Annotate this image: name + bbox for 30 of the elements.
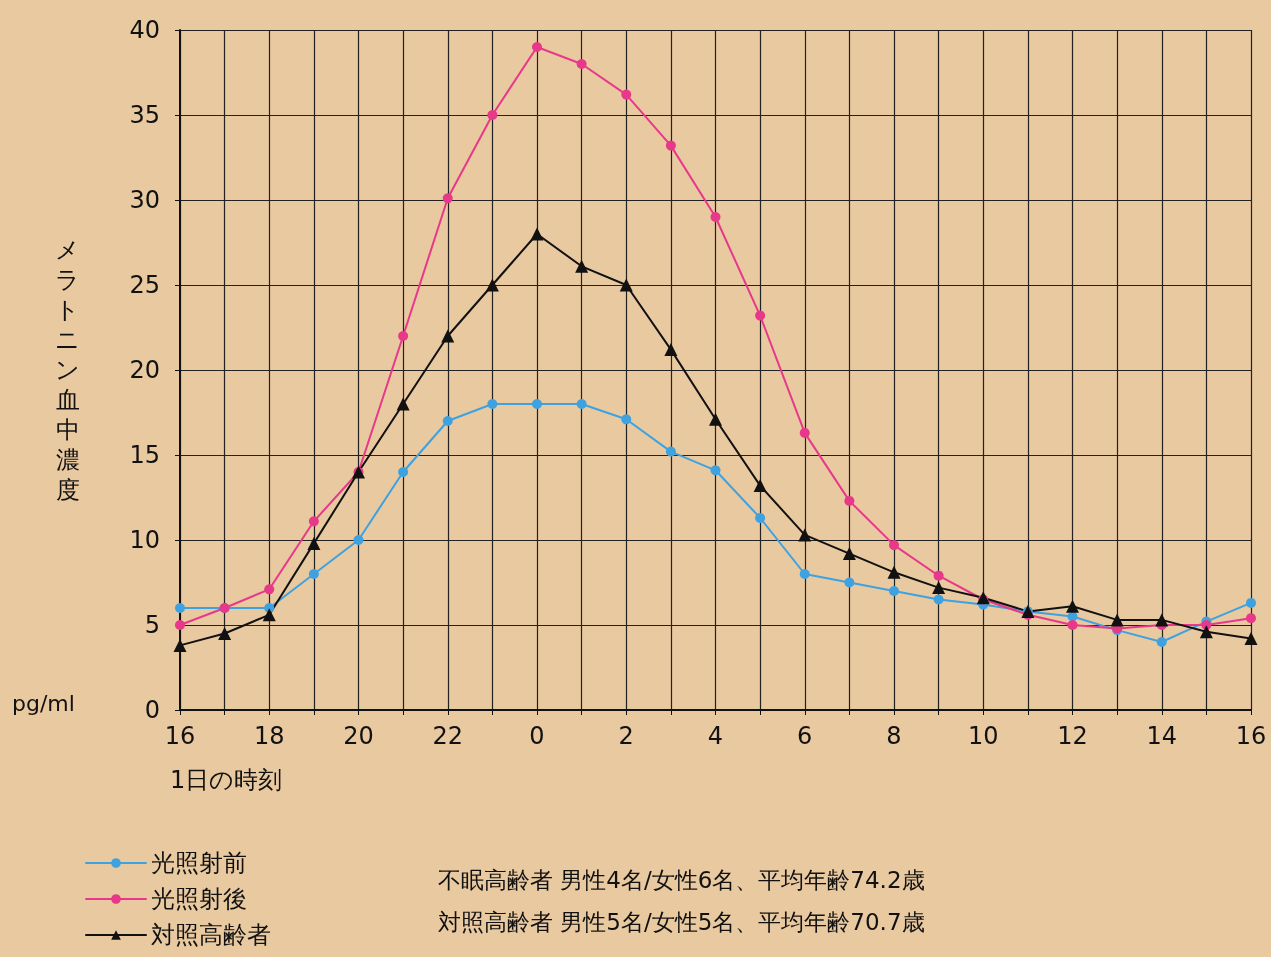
legend-label: 光照射前 xyxy=(151,849,247,877)
x-tick-label: 16 xyxy=(1235,722,1267,750)
x-tick-label: 18 xyxy=(253,722,285,750)
x-tick-label: 12 xyxy=(1057,722,1088,750)
x-tick-label: 8 xyxy=(886,722,902,750)
x-tick-label: 6 xyxy=(797,722,813,750)
legend-label: 光照射後 xyxy=(151,885,247,913)
x-tick-label: 10 xyxy=(967,722,999,750)
text: メラトニン血中濃度 xyxy=(55,236,80,504)
x-tick-label: 22 xyxy=(432,722,464,750)
y-tick-label: 35 xyxy=(129,101,160,129)
x-tick-label: 14 xyxy=(1146,722,1178,750)
x-tick-label: 0 xyxy=(529,722,545,750)
y-tick-label: 20 xyxy=(129,356,160,384)
text: 不眠高齢者 男性4名/女性6名、平均年齢74.2歳 xyxy=(438,866,925,893)
x-axis-title: 1日の時刻 xyxy=(170,766,283,794)
y-tick-label: 25 xyxy=(129,271,160,299)
legend-label: 対照高齢者 xyxy=(151,921,271,949)
y-tick-label: 30 xyxy=(129,186,160,214)
y-tick-label: 5 xyxy=(144,611,160,639)
x-tick-label: 16 xyxy=(164,722,196,750)
x-tick-label: 2 xyxy=(618,722,634,750)
y-tick-label: 10 xyxy=(129,526,160,554)
x-tick-label: 20 xyxy=(343,722,374,750)
text: 対照高齢者 男性5名/女性5名、平均年齢70.7歳 xyxy=(438,908,925,935)
y-tick-label: 15 xyxy=(129,441,160,469)
y-tick-label: 0 xyxy=(144,696,160,724)
x-tick-label: 4 xyxy=(707,722,724,750)
text: pg/ml xyxy=(12,690,75,716)
y-tick-label: 40 xyxy=(129,16,160,44)
